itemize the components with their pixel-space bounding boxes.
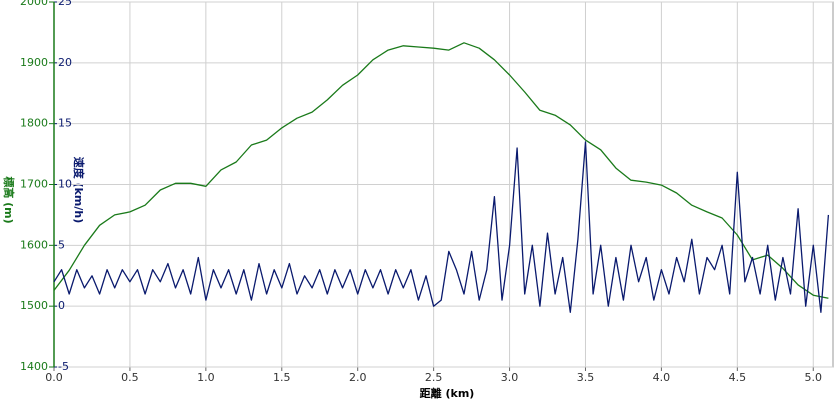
y2-axis-label: 速度 (km/h) bbox=[72, 157, 86, 224]
y2-tick-label: 15 bbox=[58, 117, 72, 130]
y2-tick-label: 10 bbox=[58, 178, 72, 191]
x-tick-label: 3.0 bbox=[501, 371, 519, 384]
y-tick-label: 1400 bbox=[20, 360, 48, 373]
x-tick-label: 1.5 bbox=[273, 371, 291, 384]
x-tick-label: 1.0 bbox=[197, 371, 215, 384]
x-tick-label: 5.0 bbox=[805, 371, 823, 384]
y-axis-label: 標高 (m) bbox=[2, 176, 16, 223]
x-tick-label: 0.0 bbox=[45, 371, 63, 384]
x-tick-label: 3.5 bbox=[577, 371, 595, 384]
y-tick-label: 1500 bbox=[20, 299, 48, 312]
x-tick-label: 4.5 bbox=[729, 371, 747, 384]
y2-tick-label: 5 bbox=[58, 238, 65, 251]
y2-tick-label: 25 bbox=[58, 0, 72, 8]
x-axis-label: 距離 (km) bbox=[420, 386, 475, 400]
x-tick-label: 0.5 bbox=[121, 371, 139, 384]
y-tick-label: 1800 bbox=[20, 117, 48, 130]
y-tick-label: 1700 bbox=[20, 178, 48, 191]
data-line bbox=[53, 42, 829, 299]
x-tick-label: 2.0 bbox=[349, 371, 367, 384]
y-tick-label: 1600 bbox=[20, 238, 48, 251]
y2-tick-label: -5 bbox=[58, 360, 69, 373]
y-tick-label: 1900 bbox=[20, 56, 48, 69]
y2-tick-label: 0 bbox=[58, 299, 65, 312]
y-tick-label: 2000 bbox=[20, 0, 48, 8]
y2-tick-label: 20 bbox=[58, 56, 72, 69]
data-line bbox=[53, 141, 830, 313]
x-tick-label: 4.0 bbox=[653, 371, 671, 384]
x-tick-label: 2.5 bbox=[425, 371, 443, 384]
